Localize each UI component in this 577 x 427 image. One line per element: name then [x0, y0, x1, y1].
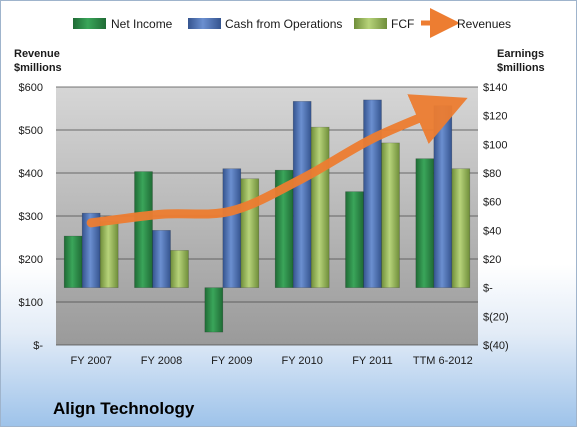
legend-label-net-income: Net Income: [111, 17, 173, 31]
right-axis-ticks: $(40) $(20) $- $20 $40 $60 $80 $100 $120 $140: [483, 82, 509, 352]
right-tick-label: $40: [483, 225, 501, 237]
right-tick-label: $(40): [483, 340, 509, 352]
right-axis-title-line2: $millions: [497, 62, 545, 74]
right-tick-label: $-: [483, 283, 493, 295]
left-axis-ticks: $- $100 $200 $300 $400 $500 $600: [19, 82, 44, 352]
legend-label-fcf: FCF: [391, 17, 414, 31]
category-label: FY 2007: [70, 355, 111, 367]
category-label: FY 2010: [281, 355, 322, 367]
category-label: FY 2011: [352, 355, 393, 367]
bar-fcf: [99, 221, 119, 288]
bar-fcf: [170, 250, 189, 288]
bar-fcf: [310, 126, 330, 288]
bar-cash-from-operations: [152, 230, 171, 288]
bar-fcf: [381, 142, 400, 288]
right-axis-title-line1: Earnings: [497, 48, 544, 60]
right-tick-label: $20: [483, 254, 501, 266]
right-tick-label: $120: [483, 111, 507, 123]
bar-cash-from-operations: [222, 168, 242, 288]
bar-net-income: [63, 235, 83, 288]
left-tick-label: $100: [19, 297, 43, 309]
left-tick-label: $500: [19, 125, 43, 137]
bar-cash-from-operations: [292, 101, 312, 288]
left-axis-title-line1: Revenue: [14, 48, 60, 60]
legend: Net Income Cash from Operations FCF Reve…: [73, 8, 511, 38]
left-axis-title-line2: $millions: [14, 62, 62, 74]
bar-net-income: [134, 171, 153, 288]
legend-label-revenues: Revenues: [457, 17, 511, 31]
right-tick-label: $140: [483, 82, 507, 94]
category-label: FY 2009: [211, 355, 252, 367]
right-tick-label: $80: [483, 168, 501, 180]
bar-cash-from-operations: [363, 99, 382, 288]
legend-swatch-fcf: [354, 18, 387, 29]
bar-fcf: [451, 168, 471, 288]
line-revenues: [86, 94, 468, 228]
company-name: Align Technology: [53, 399, 195, 418]
left-tick-label: $300: [19, 211, 43, 223]
left-tick-label: $-: [33, 340, 43, 352]
bar-cash-from-operations: [433, 105, 453, 288]
category-labels: FY 2007 FY 2008 FY 2009 FY 2010 FY 2011 TTM 6…: [70, 355, 472, 367]
left-tick-label: $200: [19, 254, 43, 266]
revenue-series: [86, 94, 468, 228]
bar-net-income: [204, 287, 224, 333]
legend-label-cash-from-operations: Cash from Operations: [225, 17, 342, 31]
legend-swatch-cash-from-operations: [188, 18, 221, 29]
category-label: FY 2008: [141, 355, 182, 367]
left-tick-label: $400: [19, 168, 43, 180]
bar-fcf: [240, 178, 260, 288]
bar-net-income: [345, 191, 364, 288]
legend-swatch-net-income: [73, 18, 106, 29]
right-tick-label: $100: [483, 139, 507, 151]
right-tick-label: $(20): [483, 311, 509, 323]
category-label: TTM 6-2012: [413, 355, 473, 367]
bar-net-income: [415, 158, 435, 288]
right-tick-label: $60: [483, 197, 501, 209]
left-tick-label: $600: [19, 82, 43, 94]
